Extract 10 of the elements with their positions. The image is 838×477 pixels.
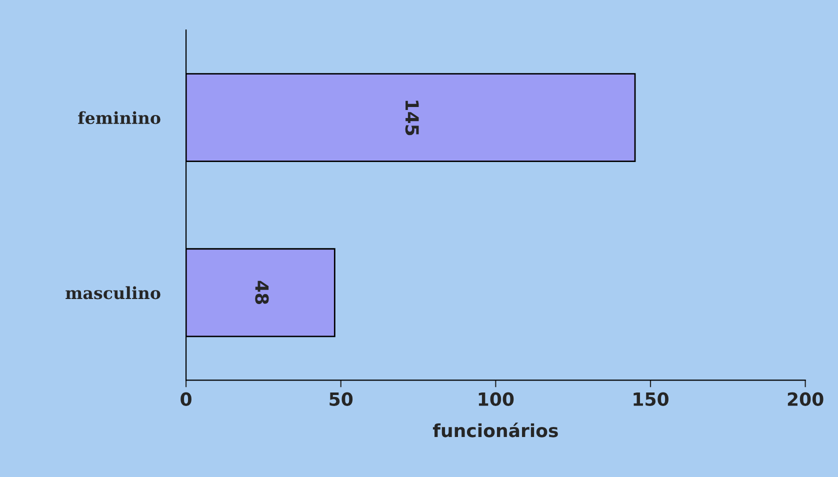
data-label: 48 [255,280,269,304]
y-tick-label: masculino [66,286,160,300]
x-tick-label: 50 [330,392,353,406]
x-tick-label: 150 [634,392,668,406]
x-axis-title: funcionários [432,422,558,438]
y-tick-label: feminino [78,111,160,124]
data-label: 145 [405,100,419,136]
x-tick-label: 100 [478,392,514,406]
x-tick-label: 200 [788,392,824,406]
x-tick-label: 0 [180,392,192,406]
